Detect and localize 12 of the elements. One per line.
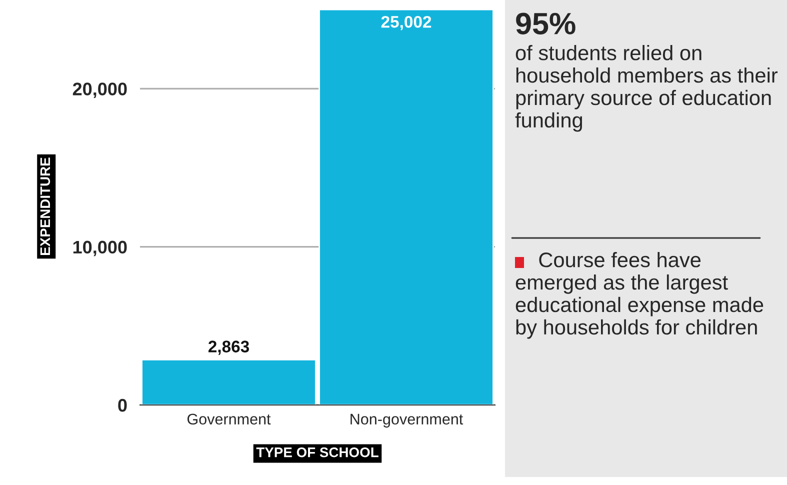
text: 95%: [516, 12, 576, 34]
text: of students relied on household members as their primary source of education funding: [515, 45, 778, 132]
y-tick-label: 0: [118, 398, 127, 412]
data-label: 2,863: [208, 340, 250, 355]
data-label: 25,002: [381, 16, 432, 30]
text: Course fees have emerged as the largest educational expense made by households for children: [516, 252, 764, 339]
x-tick-label: Non-government: [350, 414, 464, 428]
y-tick-label: 20,000: [72, 82, 127, 98]
x-axis-title: TYPE OF SCHOOL: [256, 447, 378, 458]
y-tick-label: 10,000: [73, 240, 127, 256]
y-axis-title: EXPENDITURE: [40, 158, 50, 255]
x-tick-label: Government: [187, 414, 271, 425]
